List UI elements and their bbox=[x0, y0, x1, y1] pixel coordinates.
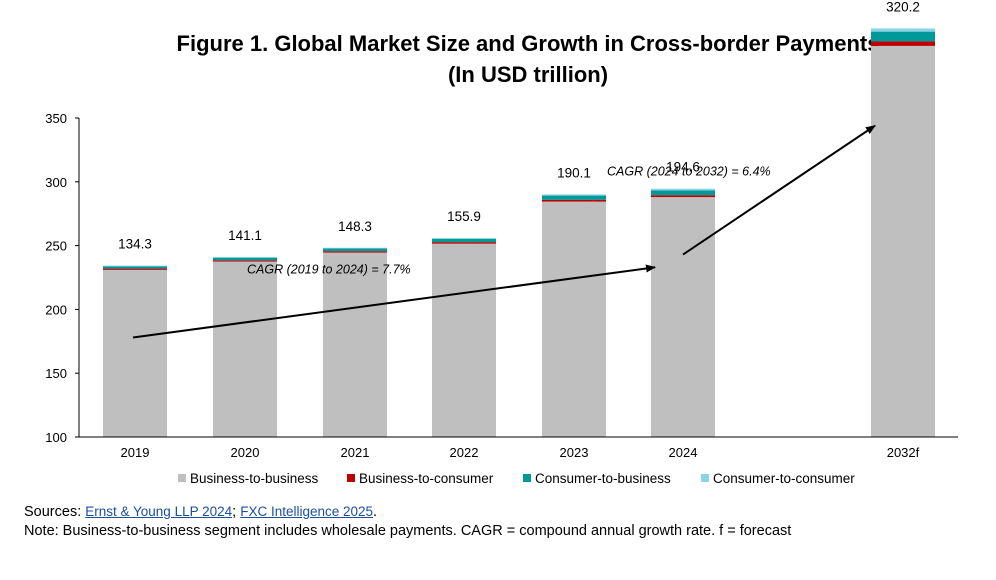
bar-segment-consumer-to-consumer-2019 bbox=[103, 265, 167, 267]
footer: Sources: Ernst & Young LLP 2024; FXC Int… bbox=[24, 502, 791, 541]
bar-segment-consumer-to-business-2032f bbox=[871, 31, 935, 42]
bar-segment-consumer-to-business-2023 bbox=[542, 195, 606, 200]
bar-segment-business-to-consumer-2024 bbox=[651, 195, 715, 198]
y-tick-label: 150 bbox=[45, 366, 67, 381]
legend-swatch bbox=[701, 474, 709, 482]
y-tick-label: 250 bbox=[45, 239, 67, 254]
bar-segment-consumer-to-consumer-2020 bbox=[213, 256, 277, 258]
bar-segment-consumer-to-consumer-2022 bbox=[432, 238, 496, 239]
note-line: Note: Business-to-business segment inclu… bbox=[24, 523, 792, 539]
chart-title-line1: Figure 1. Global Market Size and Growth … bbox=[176, 31, 880, 56]
cagr-arrow-2024-2032 bbox=[682, 124, 876, 256]
bar-segment-business-to-consumer-2021 bbox=[323, 251, 387, 253]
legend-label: Consumer-to-business bbox=[535, 471, 671, 486]
legend-swatch bbox=[178, 474, 186, 482]
sources-end: . bbox=[373, 504, 378, 520]
y-tick-label: 200 bbox=[45, 302, 67, 317]
legend-label: Business-to-business bbox=[190, 471, 319, 486]
legend-label: Business-to-consumer bbox=[359, 471, 494, 486]
source-link-fxc[interactable]: FXC Intelligence 2025 bbox=[240, 504, 374, 519]
cagr-label-2024-2032: CAGR (2024 to 2032) = 6.4% bbox=[607, 164, 771, 178]
x-tick-label: 2032f bbox=[887, 445, 920, 460]
legend-swatch bbox=[347, 474, 355, 482]
bar-segment-consumer-to-consumer-2032f bbox=[871, 28, 935, 32]
bar-segment-consumer-to-consumer-2021 bbox=[323, 247, 387, 249]
bar-segment-business-to-business-2021 bbox=[323, 252, 387, 437]
x-tick-label: 2022 bbox=[450, 445, 479, 460]
total-label: 141.1 bbox=[228, 228, 262, 243]
x-tick-label: 2023 bbox=[560, 445, 589, 460]
x-tick-label: 2021 bbox=[341, 445, 370, 460]
bar-segment-business-to-consumer-2023 bbox=[542, 199, 606, 202]
total-label: 155.9 bbox=[447, 209, 481, 224]
bar-segment-business-to-business-2019 bbox=[103, 269, 167, 437]
bars bbox=[103, 28, 935, 437]
bar-segment-business-to-business-2024 bbox=[651, 197, 715, 437]
x-tick-label: 2019 bbox=[121, 445, 150, 460]
y-tick-label: 100 bbox=[45, 430, 67, 445]
legend-swatch bbox=[523, 474, 531, 482]
annotations: CAGR (2019 to 2024) = 7.7% CAGR (2024 to … bbox=[132, 124, 876, 339]
bar-segment-consumer-to-consumer-2023 bbox=[542, 194, 606, 196]
y-tick-label: 300 bbox=[45, 175, 67, 190]
bar-segment-consumer-to-business-2019 bbox=[103, 266, 167, 269]
bar-segment-business-to-business-2022 bbox=[432, 243, 496, 437]
bar-segment-consumer-to-business-2020 bbox=[213, 257, 277, 261]
legend: Business-to-business Business-to-consumer… bbox=[0, 470, 996, 490]
x-tick-label: 2024 bbox=[669, 445, 698, 460]
bar-segment-consumer-to-business-2021 bbox=[323, 248, 387, 252]
total-label: 320.2 bbox=[886, 0, 920, 14]
legend-item: Business-to-business bbox=[178, 470, 318, 488]
legend-label: Consumer-to-consumer bbox=[713, 471, 855, 486]
x-tick-label: 2020 bbox=[231, 445, 260, 460]
x-axis: 2019 2020 2021 2022 2023 2024 2032f bbox=[79, 436, 958, 460]
cagr-arrow-2019-2024 bbox=[132, 264, 656, 339]
bar-segment-business-to-consumer-2022 bbox=[432, 242, 496, 244]
y-axis: 100 150 200 250 300 350 bbox=[45, 111, 80, 445]
legend-item: Consumer-to-consumer bbox=[701, 470, 855, 488]
data-labels: 134.3 141.1 148.3 155.9 190.1 194.6 320.2 bbox=[118, 0, 920, 252]
bar-segment-business-to-business-2020 bbox=[213, 261, 277, 437]
total-label: 134.3 bbox=[118, 237, 152, 252]
total-label: 148.3 bbox=[338, 219, 372, 234]
bar-segment-business-to-consumer-2019 bbox=[103, 268, 167, 270]
bar-segment-consumer-to-consumer-2024 bbox=[651, 188, 715, 191]
bar-segment-consumer-to-business-2024 bbox=[651, 190, 715, 196]
legend-item: Consumer-to-business bbox=[523, 470, 671, 488]
total-label: 194.6 bbox=[666, 160, 700, 175]
sources-line: Sources: Ernst & Young LLP 2024; FXC Int… bbox=[24, 502, 791, 522]
cagr-label-2019-2024: CAGR (2019 to 2024) = 7.7% bbox=[247, 263, 411, 277]
total-label: 190.1 bbox=[557, 165, 591, 180]
source-link-ey[interactable]: Ernst & Young LLP 2024 bbox=[85, 504, 233, 519]
bar-segment-business-to-consumer-2020 bbox=[213, 260, 277, 262]
sources-prefix: Sources: bbox=[24, 504, 86, 520]
y-tick-label: 350 bbox=[45, 111, 67, 126]
bar-segment-business-to-business-2032f bbox=[871, 45, 935, 437]
source-separator: ; bbox=[232, 504, 237, 520]
bar-segment-business-to-consumer-2032f bbox=[871, 41, 935, 46]
bar-segment-business-to-business-2023 bbox=[542, 201, 606, 437]
legend-item: Business-to-consumer bbox=[347, 470, 493, 488]
chart-title: Figure 1. Global Market Size and Growth … bbox=[60, 28, 996, 90]
chart-title-line2: (In USD trillion) bbox=[447, 62, 609, 87]
bar-segment-consumer-to-business-2022 bbox=[432, 238, 496, 243]
